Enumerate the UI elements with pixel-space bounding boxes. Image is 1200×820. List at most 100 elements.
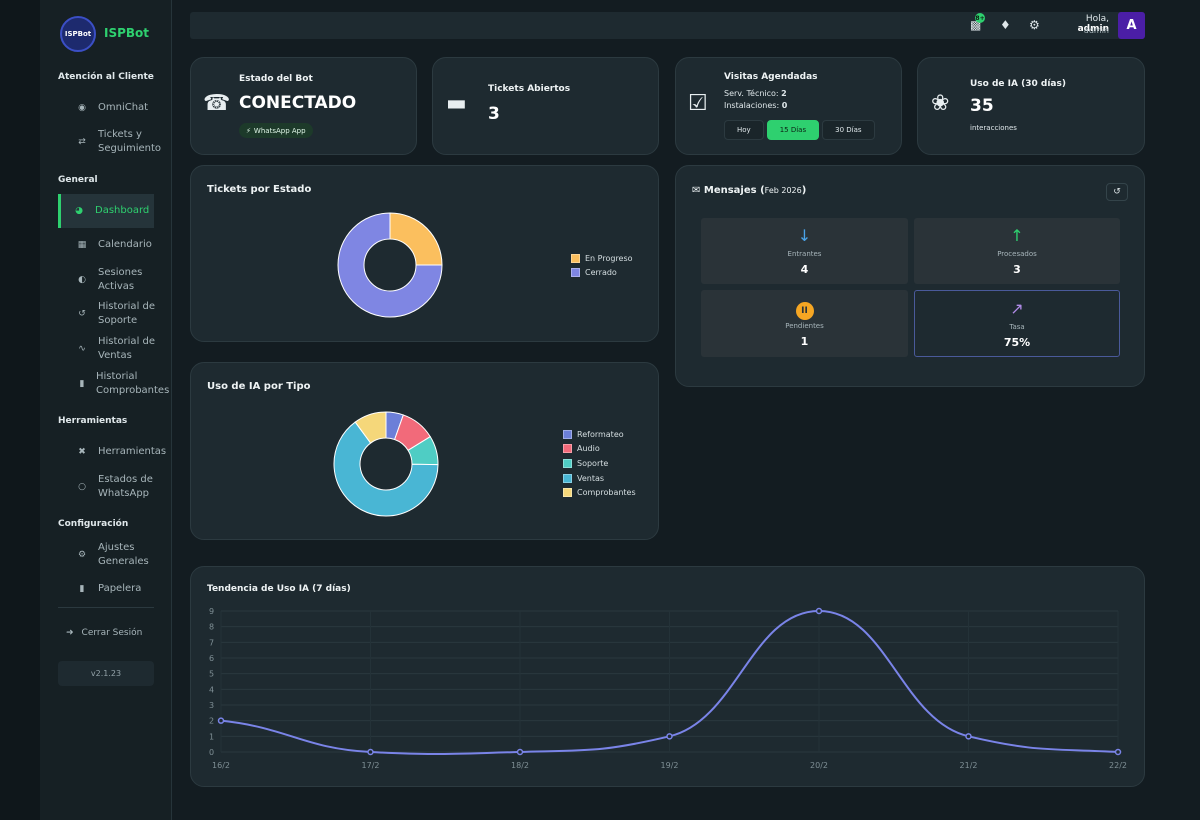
ai-type-chart-title: Uso de IA por Tipo: [207, 381, 311, 392]
logo-text: ISPBot: [64, 30, 92, 38]
tech-visits-line: Serv. Técnico: 2: [724, 89, 787, 98]
legend-item-reformateo[interactable]: Reformateo: [563, 427, 636, 442]
legend-item-cerrado[interactable]: Cerrado: [571, 266, 633, 281]
sidebar-item-historial-ventas[interactable]: ∿ Historial de Ventas: [58, 335, 172, 363]
pie-slice-comprobantes[interactable]: [354, 411, 387, 444]
legend-label: Comprobantes: [577, 488, 636, 498]
gear-icon[interactable]: ⚙: [1029, 18, 1040, 32]
logo[interactable]: ISPBot: [60, 16, 96, 52]
legend-swatch: [563, 444, 572, 454]
tickets-donut: [337, 212, 443, 318]
filter-hoy-button[interactable]: Hoy: [724, 120, 764, 140]
tile-label: Entrantes: [787, 250, 822, 258]
pill-label: WhatsApp App: [253, 126, 306, 135]
sidebar-item-label: Ajustes Generales: [98, 542, 149, 567]
y-tick-label: 5: [209, 670, 214, 679]
tickets-legend: En Progreso Cerrado: [571, 251, 633, 280]
logout-icon: ➜: [66, 628, 74, 638]
y-tick-label: 3: [209, 701, 214, 710]
whatsapp-app-pill: ⚡ WhatsApp App: [239, 123, 313, 138]
greeting-text: Hola,: [1085, 14, 1109, 24]
legend-swatch: [563, 473, 572, 483]
tech-label: Serv. Técnico:: [724, 89, 779, 98]
data-point: [1114, 748, 1122, 756]
sidebar-item-estados-whatsapp[interactable]: ○ Estados de WhatsApp: [58, 473, 172, 501]
sidebar-item-herramientas[interactable]: ✖ Herramientas: [58, 445, 172, 459]
refresh-history-button[interactable]: ↺: [1106, 183, 1128, 201]
data-point: [815, 607, 823, 615]
legend-item-comprobantes[interactable]: Comprobantes: [563, 485, 636, 500]
bot-status-card: ☎ Estado del Bot CONECTADO ⚡ WhatsApp App: [190, 57, 417, 155]
logout-button[interactable]: ➜ Cerrar Sesión: [66, 628, 142, 638]
tickets-chart-card: Tickets por Estado En Progreso Cerrado: [190, 165, 659, 342]
tile-value: 75%: [1003, 336, 1031, 349]
sidebar-item-ajustes[interactable]: ⚙ Ajustes Generales: [58, 541, 172, 569]
ai-usage-sub: interacciones: [970, 124, 1017, 132]
legend-item-audio[interactable]: Audio: [563, 442, 636, 457]
sidebar-item-papelera[interactable]: ▮ Papelera: [58, 582, 172, 596]
user-name: admin: [1077, 24, 1109, 34]
section-title-configuracion: Configuración: [58, 519, 129, 529]
logout-label: Cerrar Sesión: [81, 628, 143, 638]
install-visits-line: Instalaciones: 0: [724, 101, 787, 110]
sidebar-item-label: Sesiones Activas: [98, 267, 143, 292]
sidebar-item-label: Herramientas: [98, 446, 167, 457]
trend-chart-card: Tendencia de Uso IA (7 días) 0 1 2 3 4 5 6 7 8 9 1…: [190, 566, 1145, 787]
messages-period: Feb 2026: [764, 186, 802, 195]
sidebar-item-label: Dashboard: [95, 205, 150, 216]
shuffle-icon: ⇄: [78, 137, 86, 147]
sidebar-item-dashboard[interactable]: ◕ Dashboard: [58, 194, 154, 228]
x-tick-label: 20/2: [810, 761, 828, 770]
tile-value: 3: [1013, 263, 1021, 276]
sidebar-item-label: Tickets y Seguimiento: [98, 129, 162, 154]
legend-item-soporte[interactable]: Soporte: [563, 456, 636, 471]
y-tick-label: 9: [209, 607, 214, 616]
tile-label: Pendientes: [785, 322, 824, 330]
ai-type-chart-card: Uso de IA por Tipo Reformateo Audio Sopo…: [190, 362, 659, 540]
visits-period-filter: Hoy 15 Días 30 Días: [724, 120, 878, 140]
legend-item-ventas[interactable]: Ventas: [563, 471, 636, 486]
open-tickets-value: 3: [488, 104, 500, 124]
pie-slice-ventas[interactable]: [333, 421, 439, 517]
filter-30-dias-button[interactable]: 30 Días: [822, 120, 875, 140]
avatar[interactable]: A: [1118, 12, 1145, 39]
section-title-herramientas: Herramientas: [58, 416, 128, 426]
sessions-icon: ◐: [78, 275, 86, 285]
receipt-icon: ▮: [79, 379, 85, 389]
messages-tile-entrantes: ↓ Entrantes 4: [701, 218, 908, 284]
pie-slice-cerrado[interactable]: [337, 212, 443, 318]
legend-swatch: [563, 488, 572, 498]
sidebar-item-historial-comprobantes[interactable]: ▮ Historial Comprobantes: [58, 370, 172, 398]
x-tick-label: 22/2: [1109, 761, 1127, 770]
ai-usage-value: 35: [970, 96, 994, 116]
install-label: Instalaciones:: [724, 101, 780, 110]
ai-type-legend: Reformateo Audio Soporte Ventas Comproba…: [563, 427, 636, 500]
filter-15-dias-button[interactable]: 15 Días: [766, 120, 820, 140]
legend-item-en-progreso[interactable]: En Progreso: [571, 251, 633, 266]
sidebar-item-sesiones[interactable]: ◐ Sesiones Activas: [58, 266, 172, 294]
y-tick-label: 1: [209, 732, 214, 741]
sidebar-item-omnichat[interactable]: ◉ OmniChat: [58, 101, 172, 115]
left-gutter: [0, 0, 40, 820]
tile-label: Tasa: [1009, 323, 1025, 331]
gear-icon: ⚙: [77, 550, 87, 560]
sidebar-item-tickets[interactable]: ⇄ Tickets y Seguimiento: [58, 128, 172, 156]
data-point: [367, 748, 374, 756]
y-tick-label: 8: [209, 623, 214, 632]
sidebar-item-label: Historial de Ventas: [98, 336, 156, 361]
notification-count-badge: 8+: [975, 13, 985, 23]
bell-icon[interactable]: ♦: [1000, 18, 1011, 32]
messages-title-text: Mensajes: [703, 185, 757, 196]
pie-slice-en-progreso[interactable]: [389, 212, 443, 266]
gift-icon[interactable]: ▩: [970, 18, 982, 32]
sidebar-item-historial-soporte[interactable]: ↺ Historial de Soporte: [58, 300, 172, 328]
ticket-icon: ▬: [446, 91, 467, 116]
legend-label: Ventas: [577, 473, 605, 483]
bot-status-value: CONECTADO: [239, 93, 357, 113]
sidebar-item-calendario[interactable]: ▦ Calendario: [58, 238, 172, 252]
whatsapp-icon: ☎: [203, 91, 231, 116]
tickets-chart-title: Tickets por Estado: [207, 184, 312, 195]
sidebar-item-label: Calendario: [98, 239, 152, 250]
tech-value: 2: [781, 89, 787, 98]
x-tick-label: 19/2: [661, 761, 679, 770]
